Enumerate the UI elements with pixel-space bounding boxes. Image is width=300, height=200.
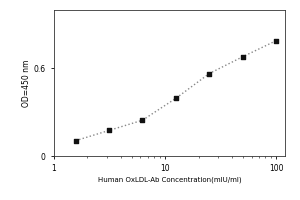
Point: [274, 39, 279, 42]
Point: [173, 97, 178, 100]
X-axis label: Human OxLDL-Ab Concentration(mIU/ml): Human OxLDL-Ab Concentration(mIU/ml): [98, 176, 241, 183]
Y-axis label: OD=450 nm: OD=450 nm: [22, 59, 31, 107]
Point: [106, 129, 111, 132]
Point: [240, 55, 245, 58]
Point: [207, 72, 212, 75]
Point: [73, 139, 78, 142]
Point: [140, 119, 145, 122]
